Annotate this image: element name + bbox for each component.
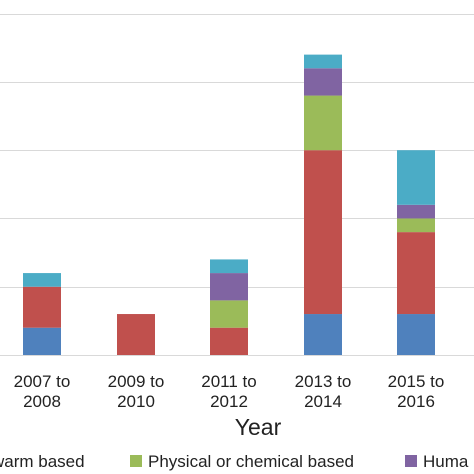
x-tick-label-2: 2011 to 2012 bbox=[201, 372, 256, 411]
bar-segment-2-4 bbox=[210, 259, 248, 274]
bar-segment-4-1 bbox=[397, 232, 435, 315]
bar-segment-4-4 bbox=[397, 150, 435, 205]
legend: warm based Physical or chemical based Huma bbox=[0, 452, 469, 471]
bar-segment-3-1 bbox=[304, 150, 342, 315]
bar-segment-2-1 bbox=[210, 327, 248, 355]
bar-segment-4-3 bbox=[397, 204, 435, 219]
legend-label-1: Physical or chemical based bbox=[148, 452, 354, 471]
bars bbox=[23, 54, 435, 355]
bar-segment-3-0 bbox=[304, 314, 342, 355]
bar-segment-0-1 bbox=[23, 286, 61, 328]
x-tick-label-3: 2013 to 2014 bbox=[295, 372, 352, 411]
legend-label-0: warm based bbox=[0, 452, 85, 471]
x-tick-label-1: 2009 to 2010 bbox=[108, 372, 165, 411]
x-tick-labels: 2007 to 2008 2009 to 2010 2011 to 2012 2013 to… bbox=[14, 372, 445, 411]
bar-segment-0-0 bbox=[23, 327, 61, 355]
x-tick-label-0: 2007 to 2008 bbox=[14, 372, 71, 411]
bar-segment-0-4 bbox=[23, 273, 61, 287]
bar-segment-2-2 bbox=[210, 300, 248, 328]
bar-segment-3-2 bbox=[304, 95, 342, 151]
x-tick-label-4: 2015 to 2016 bbox=[388, 372, 445, 411]
legend-swatch-2 bbox=[405, 455, 417, 467]
legend-label-2: Huma bbox=[423, 452, 469, 471]
legend-swatch-1 bbox=[130, 455, 142, 467]
bar-segment-3-3 bbox=[304, 68, 342, 96]
bar-segment-4-2 bbox=[397, 218, 435, 233]
bar-segment-4-0 bbox=[397, 314, 435, 355]
bar-segment-3-4 bbox=[304, 54, 342, 69]
bar-segment-1-1 bbox=[117, 314, 155, 355]
x-axis-title: Year bbox=[235, 414, 282, 440]
bar-segment-2-3 bbox=[210, 273, 248, 301]
